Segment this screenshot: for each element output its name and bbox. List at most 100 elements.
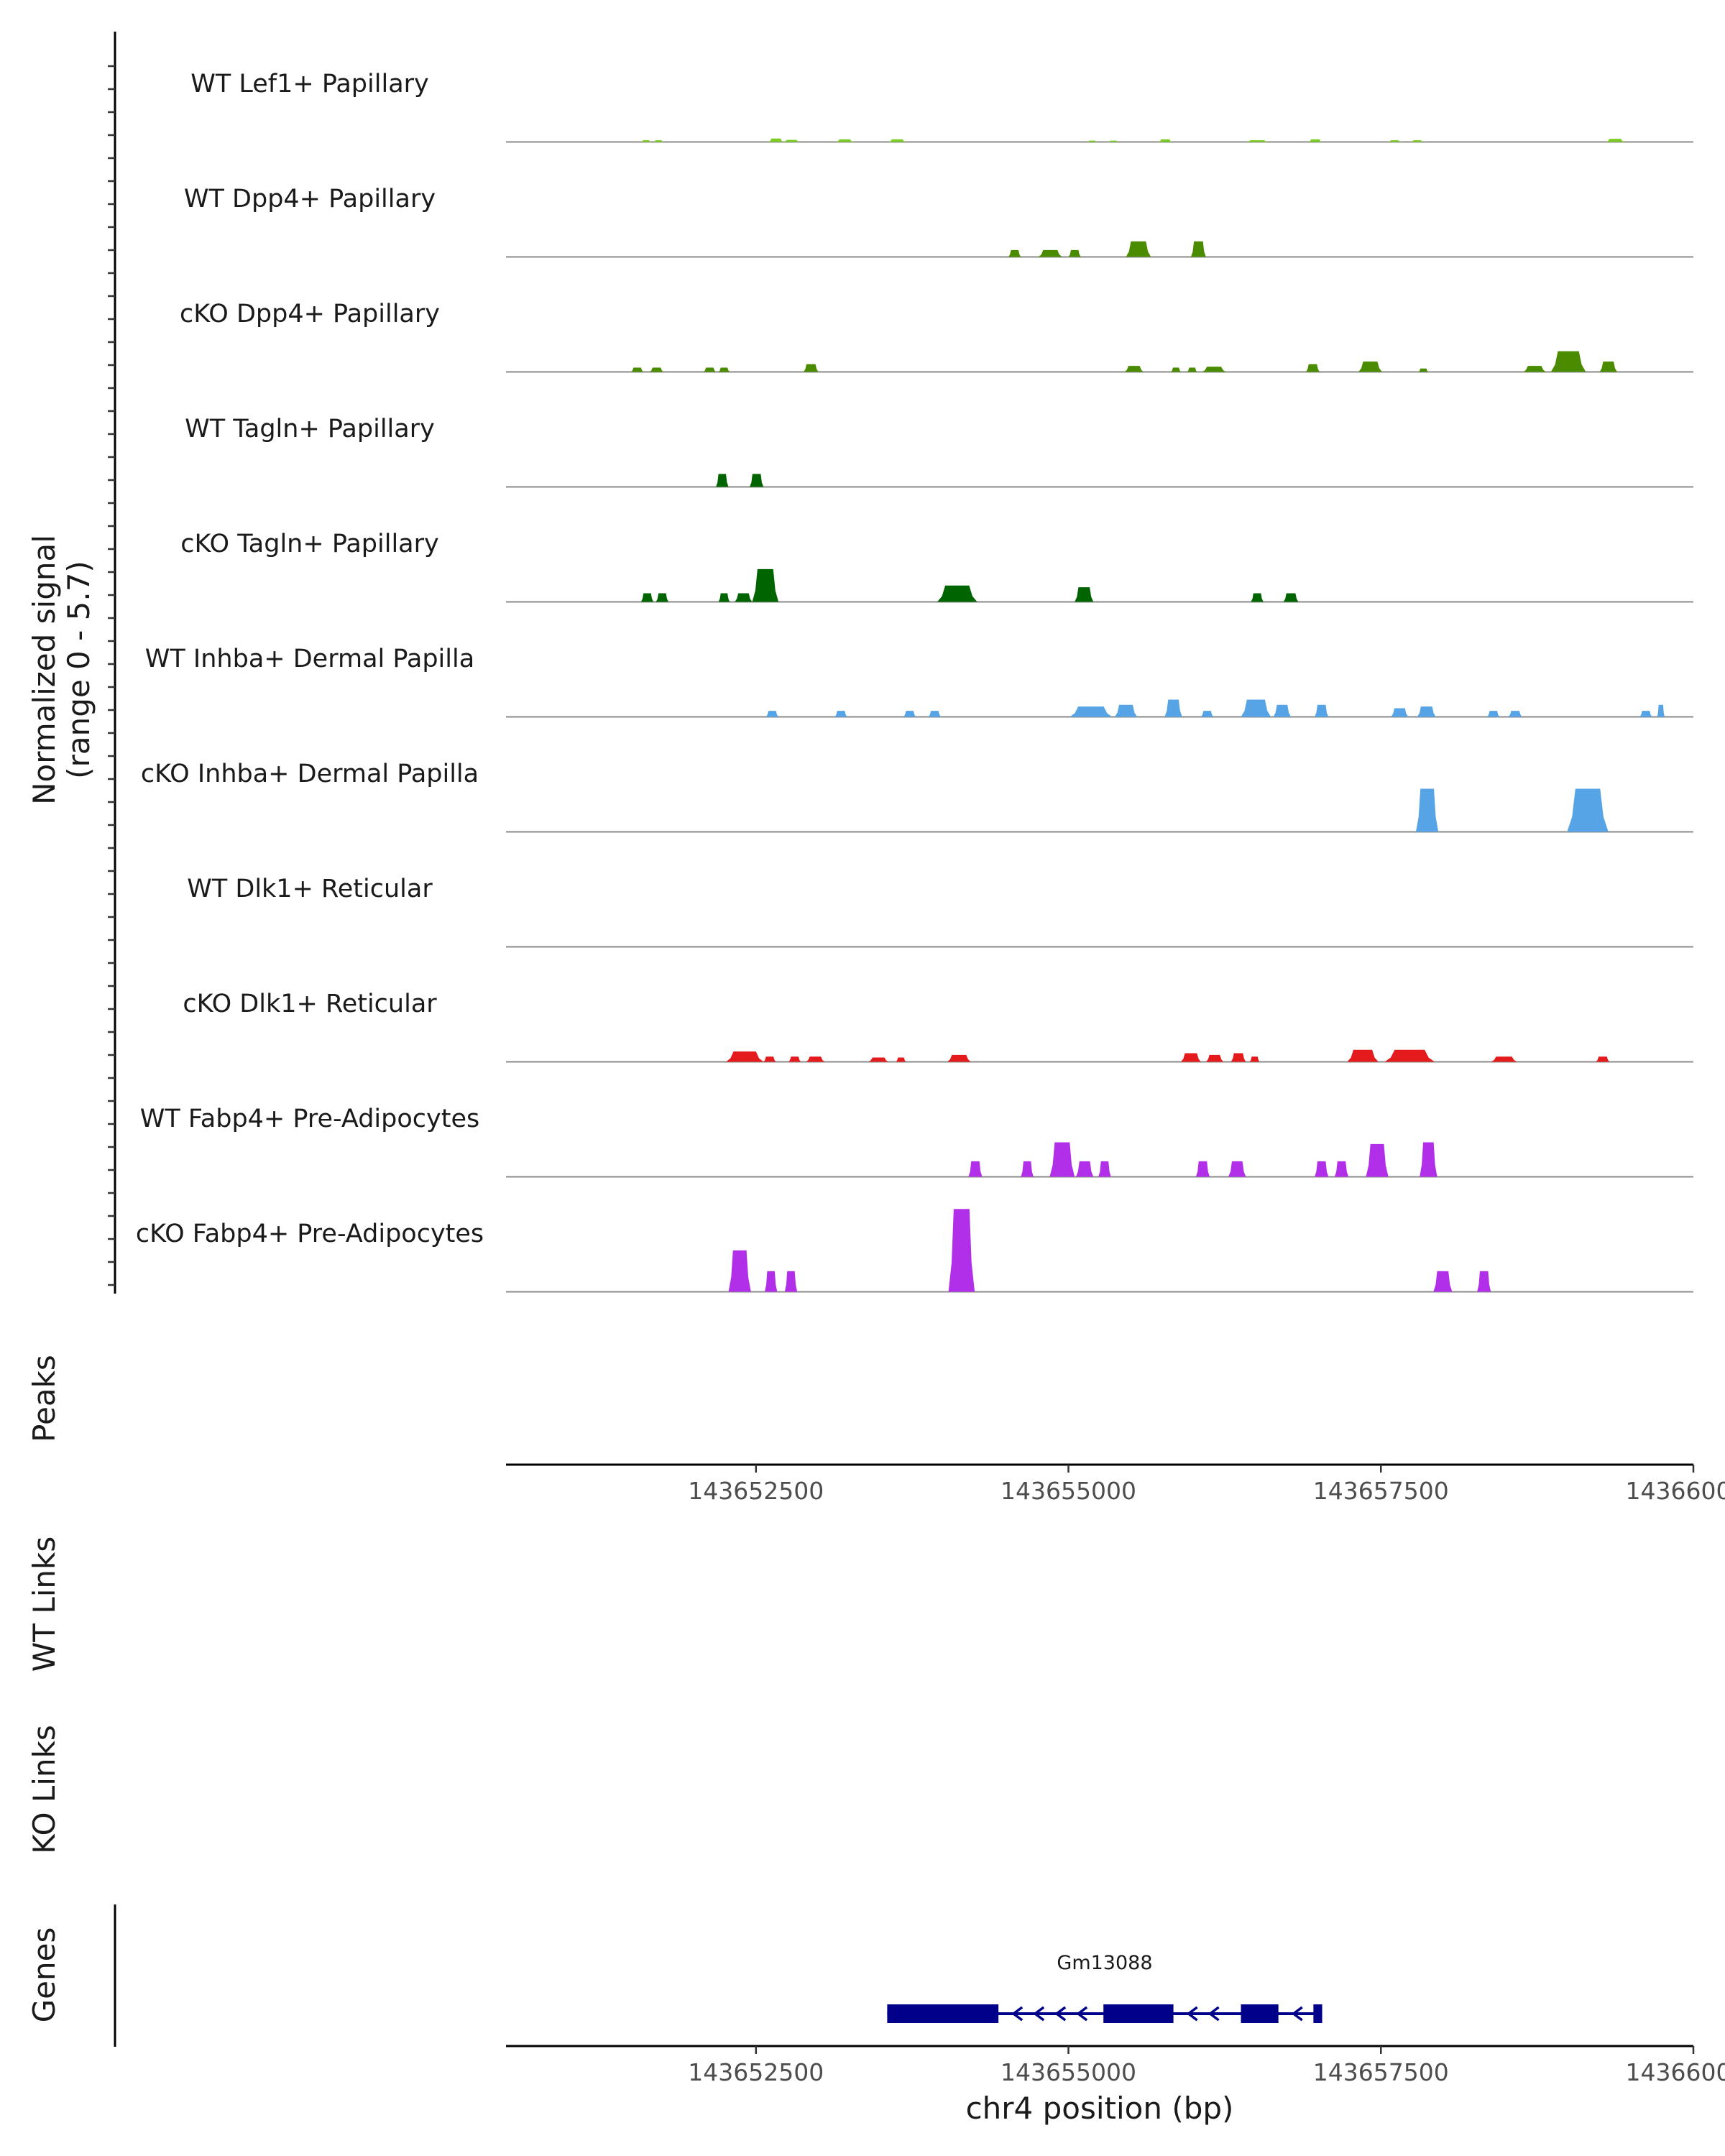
coverage-peak (803, 364, 819, 372)
coverage-peak (752, 568, 779, 602)
gene-model: Gm13088 (887, 1952, 1322, 2023)
track-label: cKO Fabp4+ Pre-Adipocytes (136, 1220, 484, 1248)
coverage-peak (1418, 368, 1429, 372)
coverage-peak (1087, 140, 1098, 142)
coverage-peak (1205, 1054, 1224, 1062)
coverage-peak (1038, 249, 1062, 257)
coverage-peak (640, 593, 654, 602)
coverage-peak (1358, 361, 1383, 372)
coverage-peak (1283, 593, 1299, 602)
coverage-peak (1158, 139, 1172, 142)
coverage-peak (1164, 699, 1182, 717)
gene-name: Gm13088 (1057, 1952, 1152, 1974)
track-label: cKO Dpp4+ Papillary (180, 300, 440, 328)
coverage-peak (1388, 140, 1402, 142)
coverage-peak (1202, 367, 1226, 372)
coverage-peak (1190, 241, 1206, 257)
peaks-track-label: Peaks (27, 1355, 62, 1442)
x-axis-lower-tick-label: 143652500 (688, 2058, 824, 2086)
signal-y-axis (108, 32, 116, 1294)
coverage-peak (1187, 367, 1197, 372)
coverage-peak (716, 474, 729, 487)
coverage-peak (1334, 1161, 1349, 1177)
gene-exon (1313, 2004, 1322, 2023)
coverage-peak (1181, 1053, 1201, 1062)
coverage-peak (1567, 788, 1609, 832)
coverage-peak (1075, 587, 1094, 602)
coverage-peak (1508, 711, 1522, 717)
x-axis-lower-tick-label: 143655000 (1000, 2058, 1136, 2086)
coverage-peak (1599, 361, 1617, 372)
track-label: cKO Inhba+ Dermal Papilla (141, 760, 479, 788)
coverage-peak (1273, 704, 1292, 717)
coverage-peak (896, 1057, 906, 1062)
coverage-peak (903, 711, 916, 717)
coverage-peak (1315, 1161, 1329, 1177)
track-label: WT Fabp4+ Pre-Adipocytes (140, 1105, 479, 1133)
coverage-peak (1305, 364, 1320, 372)
track-label: WT Dlk1+ Reticular (187, 875, 433, 903)
x-axis-upper-tick-label: 143655000 (1000, 1477, 1136, 1505)
track: WT Inhba+ Dermal Papilla (145, 645, 1693, 718)
coverage-peak (1249, 1056, 1260, 1062)
coverage-peak (728, 1250, 751, 1292)
strand-arrow-icon (1054, 2006, 1067, 2022)
coverage-peak (1098, 1161, 1111, 1177)
x-axis-lower: 143652500 143655000 143657500 143660000 (506, 2045, 1725, 2086)
coverage-peak (1391, 708, 1409, 717)
coverage-peak (1410, 140, 1424, 142)
x-axis-lower-tick-label: 143660000 (1626, 2058, 1725, 2086)
track-label: cKO Tagln+ Papillary (180, 530, 439, 558)
coverage-peak (1477, 1271, 1491, 1292)
x-axis-lower-tick-label: 143657500 (1313, 2058, 1449, 2086)
coverage-peak (937, 585, 978, 602)
coverage-peak (806, 1056, 825, 1062)
coverage-peak (1606, 139, 1625, 142)
track: WT Fabp4+ Pre-Adipocytes (140, 1105, 1693, 1178)
coverage-peak (726, 1051, 764, 1062)
x-axis-upper-tick-label: 143660000 (1626, 1477, 1725, 1505)
track: cKO Tagln+ Papillary (180, 530, 1693, 603)
gene-exon (1103, 2004, 1174, 2023)
signal-axis-title-line1: Normalized signal (27, 535, 62, 805)
coverage-peak (1308, 139, 1322, 142)
coverage-peak (788, 1056, 801, 1062)
coverage-peak (1021, 1161, 1034, 1177)
strand-arrow-icon (1033, 2006, 1045, 2022)
gene-exon (1241, 2004, 1279, 2023)
track-label: WT Dpp4+ Papillary (184, 185, 436, 213)
coverage-peak (1068, 249, 1081, 257)
coverage-peak (1049, 1142, 1075, 1177)
coverage-peak (1124, 366, 1144, 372)
coverage-peak (1347, 1049, 1379, 1062)
coverage-peak (630, 367, 644, 372)
coverage-peak (947, 1054, 971, 1062)
track: cKO Dpp4+ Papillary (180, 300, 1693, 373)
coverage-peak (768, 138, 784, 142)
track: WT Lef1+ Papillary (190, 70, 1693, 143)
coverage-peak (1523, 366, 1546, 372)
coverage-peak (1200, 711, 1214, 717)
coverage-peak (703, 367, 717, 372)
coverage-peak (1171, 367, 1182, 372)
coverage-peak (1433, 1271, 1453, 1292)
coverage-peak (735, 593, 753, 602)
coverage-peak (1596, 1056, 1610, 1062)
x-axis-upper-tick-label: 143657500 (1313, 1477, 1449, 1505)
coverage-peak (836, 139, 854, 142)
coverage-peak (1070, 706, 1113, 717)
track-label: WT Inhba+ Dermal Papilla (145, 645, 474, 673)
track: cKO Inhba+ Dermal Papilla (141, 760, 1693, 833)
track: WT Dlk1+ Reticular (187, 875, 1693, 948)
coverage-peak (649, 367, 664, 372)
coverage-peak (718, 593, 730, 602)
coverage-peak (784, 1271, 798, 1292)
track-label: WT Lef1+ Papillary (190, 70, 429, 98)
coverage-peak (750, 474, 764, 487)
track: cKO Dlk1+ Reticular (183, 990, 1693, 1063)
coverage-peak (763, 1056, 776, 1062)
strand-arrow-icon (1186, 2006, 1198, 2022)
coverage-peak (1420, 1142, 1438, 1177)
coverage-peak (1241, 699, 1271, 717)
